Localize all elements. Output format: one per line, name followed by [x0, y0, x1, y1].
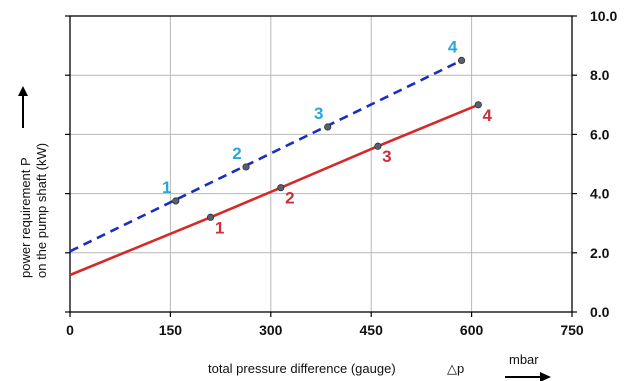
data-point — [457, 56, 466, 65]
x-tick-label: 150 — [159, 322, 183, 338]
data-point — [277, 184, 285, 192]
x-axis-symbol: △p — [447, 361, 464, 376]
x-axis-unit: mbar — [509, 352, 539, 367]
y-tick-label: 4.0 — [590, 186, 610, 202]
series-line-2 — [69, 103, 479, 277]
data-point — [206, 213, 215, 221]
y-tick-label: 8.0 — [590, 67, 610, 83]
data-points: 1 2 3 4 1 2 3 4 — [162, 37, 493, 237]
point-label: 4 — [448, 37, 458, 56]
data-point — [242, 163, 250, 171]
y-tick-label: 6.0 — [590, 126, 610, 142]
y-tick-labels: 0.0 2.0 4.0 6.0 8.0 10.0 — [590, 8, 617, 320]
y-axis-label-line2: on the pump shaft (kW) — [34, 143, 49, 278]
point-label: 1 — [215, 218, 224, 237]
data-point — [172, 197, 180, 205]
y-axis-label-line1: power requirement P — [18, 157, 33, 278]
data-point — [324, 123, 332, 131]
plot-frame — [69, 15, 573, 313]
x-tick-label: 0 — [66, 322, 74, 338]
x-tick-label: 600 — [460, 322, 484, 338]
x-tick-label: 450 — [360, 322, 384, 338]
point-label: 2 — [232, 144, 241, 163]
point-label: 3 — [314, 104, 323, 123]
data-point — [374, 142, 382, 150]
point-label: 1 — [162, 178, 171, 197]
point-label: 2 — [285, 189, 294, 208]
y-tick-label: 0.0 — [590, 304, 610, 320]
series-line-1 — [69, 59, 463, 253]
series-lines — [69, 59, 479, 277]
point-label: 3 — [382, 147, 391, 166]
x-tick-label: 750 — [560, 322, 584, 338]
grid — [70, 16, 572, 312]
x-axis-arrow — [505, 372, 551, 381]
point-label: 4 — [483, 106, 493, 125]
x-tick-label: 300 — [259, 322, 283, 338]
axes — [65, 15, 577, 317]
x-tick-labels: 0 150 300 450 600 750 — [66, 322, 584, 338]
y-tick-label: 10.0 — [590, 8, 617, 24]
y-tick-label: 2.0 — [590, 245, 610, 261]
y-axis-arrow — [18, 86, 28, 128]
data-point — [474, 101, 482, 109]
x-axis-label: total pressure difference (gauge) — [208, 361, 396, 376]
